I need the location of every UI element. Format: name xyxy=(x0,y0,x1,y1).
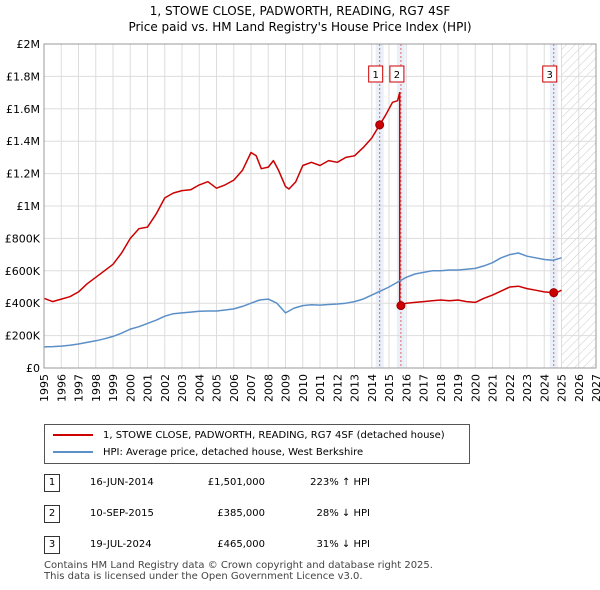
x-tick-label: 1995 xyxy=(38,374,51,402)
x-tick-label: 2027 xyxy=(590,374,600,402)
legend-swatch-hpi xyxy=(53,451,93,453)
transaction-number-badge: 1 xyxy=(44,474,60,492)
x-tick-label: 2005 xyxy=(211,374,224,402)
x-tick-label: 2012 xyxy=(331,374,344,402)
transaction-date: 19-JUL-2024 xyxy=(90,539,152,550)
y-tick-label: £200K xyxy=(5,330,41,343)
x-tick-label: 2002 xyxy=(159,374,172,402)
y-tick-label: £1.2M xyxy=(6,168,40,181)
price-chart: £0 £200K £400K £600K £800K £1M £1.2M £1.4M £1.6M… xyxy=(5,38,600,402)
y-tick-label: £800K xyxy=(5,232,41,245)
transaction-hpi-change: 31% ↓ HPI xyxy=(316,539,370,550)
x-tick-label: 2010 xyxy=(297,374,310,402)
annotation-box xyxy=(542,65,558,83)
x-tick-label: 2006 xyxy=(228,374,241,402)
x-tick-label: 2009 xyxy=(280,374,293,402)
transaction-hpi-change: 223% ↑ HPI xyxy=(310,477,370,488)
footer-copyright: Contains HM Land Registry data © Crown c… xyxy=(44,560,433,571)
transaction-row: 1 16-JUN-2014 £1,501,000 223% ↑ HPI xyxy=(0,474,600,492)
transaction-row: 3 19-JUL-2024 £465,000 31% ↓ HPI xyxy=(0,536,600,554)
x-tick-label: 1998 xyxy=(90,374,103,402)
chart-legend: 1, STOWE CLOSE, PADWORTH, READING, RG7 4… xyxy=(44,424,470,464)
y-tick-label: £1.6M xyxy=(6,103,40,116)
y-tick-label: £0 xyxy=(26,362,40,375)
y-tick-label: £1.8M xyxy=(6,70,40,83)
transaction-date: 16-JUN-2014 xyxy=(90,477,154,488)
annotation-box xyxy=(368,65,384,83)
x-tick-label: 2019 xyxy=(452,374,465,402)
x-tick-label: 2024 xyxy=(538,374,551,402)
sale-point xyxy=(396,301,406,311)
chart-subtitle: Price paid vs. HM Land Registry's House … xyxy=(128,20,472,34)
x-tick-label: 2013 xyxy=(349,374,362,402)
x-tick-label: 2022 xyxy=(504,374,517,402)
footer-licence: This data is licensed under the Open Gov… xyxy=(44,571,363,582)
x-tick-label: 2007 xyxy=(245,374,258,402)
y-tick-label: £1.4M xyxy=(6,135,40,148)
annotation-label: 1 xyxy=(372,70,378,81)
transaction-row: 2 10-SEP-2015 £385,000 28% ↓ HPI xyxy=(0,505,600,523)
chart-title: 1, STOWE CLOSE, PADWORTH, READING, RG7 4… xyxy=(149,4,451,18)
legend-swatch-property xyxy=(53,434,93,436)
transaction-price: £465,000 xyxy=(217,539,265,550)
x-tick-label: 2000 xyxy=(124,374,137,402)
plot-frame xyxy=(43,43,597,369)
transaction-number-badge: 2 xyxy=(44,505,60,523)
annotation-label: 3 xyxy=(547,70,553,81)
transaction-number-badge: 3 xyxy=(44,536,60,554)
x-tick-label: 2001 xyxy=(142,374,155,402)
x-tick-label: 2018 xyxy=(435,374,448,402)
x-tick-label: 1996 xyxy=(55,374,68,402)
transaction-date: 10-SEP-2015 xyxy=(90,508,154,519)
y-tick-label: £1M xyxy=(17,200,41,213)
sale-point xyxy=(375,120,385,130)
x-tick-label: 2016 xyxy=(400,374,413,402)
x-tick-label: 2003 xyxy=(176,374,189,402)
x-tick-label: 1997 xyxy=(73,374,86,402)
x-tick-label: 1999 xyxy=(107,374,120,402)
transaction-price: £385,000 xyxy=(217,508,265,519)
x-tick-label: 2004 xyxy=(193,374,206,402)
x-tick-label: 2020 xyxy=(469,374,482,402)
transaction-price: £1,501,000 xyxy=(207,477,265,488)
legend-label-property: 1, STOWE CLOSE, PADWORTH, READING, RG7 4… xyxy=(103,430,445,441)
y-tick-label: £2M xyxy=(17,38,41,51)
transaction-hpi-change: 28% ↓ HPI xyxy=(316,508,370,519)
x-tick-label: 2023 xyxy=(521,374,534,402)
x-tick-label: 2026 xyxy=(573,374,586,402)
x-tick-label: 2015 xyxy=(383,374,396,402)
legend-item-hpi: HPI: Average price, detached house, West… xyxy=(53,445,363,461)
x-tick-label: 2008 xyxy=(262,374,275,402)
x-tick-label: 2021 xyxy=(487,374,500,402)
legend-item-property: 1, STOWE CLOSE, PADWORTH, READING, RG7 4… xyxy=(53,428,445,444)
y-tick-label: £400K xyxy=(5,297,41,310)
sale-point xyxy=(549,288,559,298)
y-tick-label: £600K xyxy=(5,265,41,278)
annotation-label: 2 xyxy=(394,70,400,81)
x-tick-label: 2025 xyxy=(556,374,569,402)
x-tick-label: 2011 xyxy=(314,374,327,402)
legend-label-hpi: HPI: Average price, detached house, West… xyxy=(103,447,364,458)
property-price-line xyxy=(43,91,562,307)
x-tick-label: 2017 xyxy=(418,374,431,402)
annotation-box xyxy=(389,65,405,83)
x-tick-label: 2014 xyxy=(366,374,379,402)
hpi-line xyxy=(43,252,562,348)
